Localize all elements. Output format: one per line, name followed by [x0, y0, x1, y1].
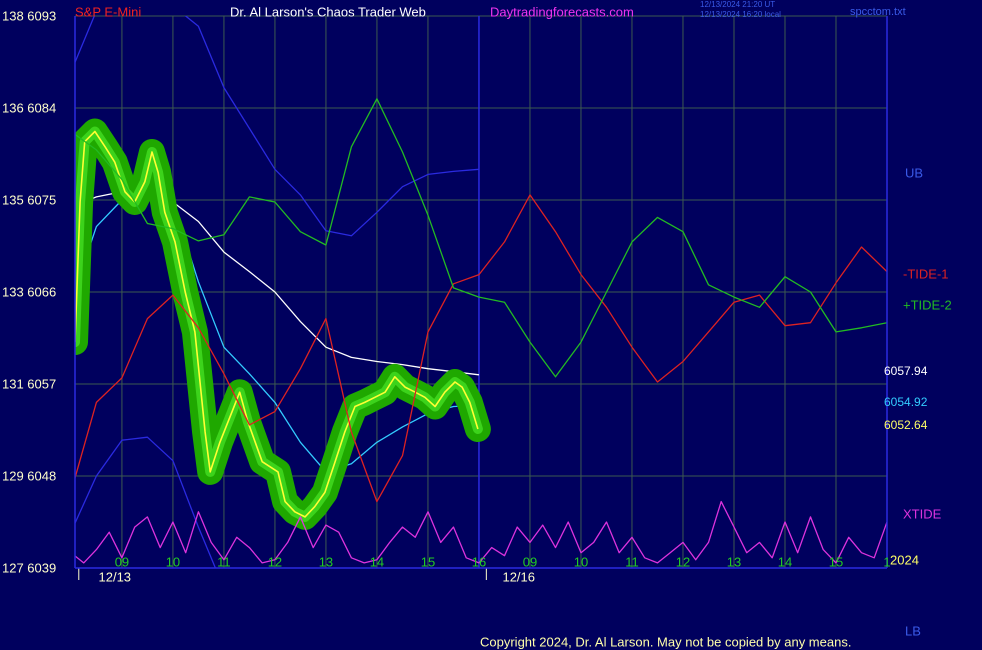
- y-tick-label: 133 6066: [2, 284, 56, 299]
- x-tick-label: 13: [319, 554, 333, 569]
- legend-label: -TIDE-1: [903, 266, 949, 281]
- x-tick-label: 12: [676, 554, 690, 569]
- series-line: [75, 98, 887, 378]
- series-line: [75, 500, 887, 564]
- x-tick-label: 11: [625, 554, 639, 569]
- date-label: 12/13: [99, 569, 132, 584]
- x-tick-label: 14: [370, 554, 384, 569]
- y-tick-label: 135 6075: [2, 192, 56, 207]
- timestamp: 12/13/2024 21:20 UT: [700, 0, 775, 9]
- x-tick-label: 15: [421, 554, 435, 569]
- legend-label: UB: [905, 165, 923, 180]
- y-tick-label: 138 6093: [2, 8, 56, 23]
- x-tick-label: 15: [829, 554, 843, 569]
- series-line: [75, 16, 480, 237]
- x-tick-label: 1: [883, 554, 890, 569]
- instrument: S&P E-Mini: [75, 4, 141, 19]
- year-label: 2024: [890, 552, 919, 567]
- x-tick-label: 12: [268, 554, 282, 569]
- last-value-label: 6054.92: [884, 395, 928, 409]
- x-tick-label: 10: [574, 554, 588, 569]
- title: Dr. Al Larson's Chaos Trader Web: [230, 4, 426, 19]
- legend-label: LB: [905, 623, 921, 638]
- y-tick-label: 129 6048: [2, 468, 56, 483]
- x-tick-label: 13: [727, 554, 741, 569]
- date-label: 12/16: [502, 569, 535, 584]
- y-tick-label: 131 6057: [2, 376, 56, 391]
- timestamp: 12/13/2024 16:20 local: [700, 10, 781, 19]
- x-tick-label: 09: [523, 554, 537, 569]
- labels: S&P E-Mini Dr. Al Larson's Chaos Trader …: [2, 0, 952, 649]
- x-tick-label: 14: [778, 554, 792, 569]
- series-line: [75, 194, 887, 503]
- x-tick-label: 11: [217, 554, 231, 569]
- x-tick-label: 10: [166, 554, 180, 569]
- plot-area: [75, 16, 887, 568]
- legend-label: XTIDE: [903, 506, 942, 521]
- series-line: [75, 130, 479, 518]
- series-line: [75, 436, 217, 568]
- file-name: spcctom.txt: [850, 6, 906, 18]
- y-tick-label: 136 6084: [2, 100, 56, 115]
- legend-label: +TIDE-2: [903, 297, 952, 312]
- x-tick-label: 09: [115, 554, 129, 569]
- site: Daytradingforecasts.com: [490, 4, 634, 19]
- copyright: Copyright 2024, Dr. Al Larson. May not b…: [480, 634, 851, 649]
- x-tick-label: 16: [472, 554, 486, 569]
- last-value-label: 6052.64: [884, 418, 928, 432]
- last-value-label: 6057.94: [884, 364, 928, 378]
- y-tick-label: 127 6039: [2, 560, 56, 575]
